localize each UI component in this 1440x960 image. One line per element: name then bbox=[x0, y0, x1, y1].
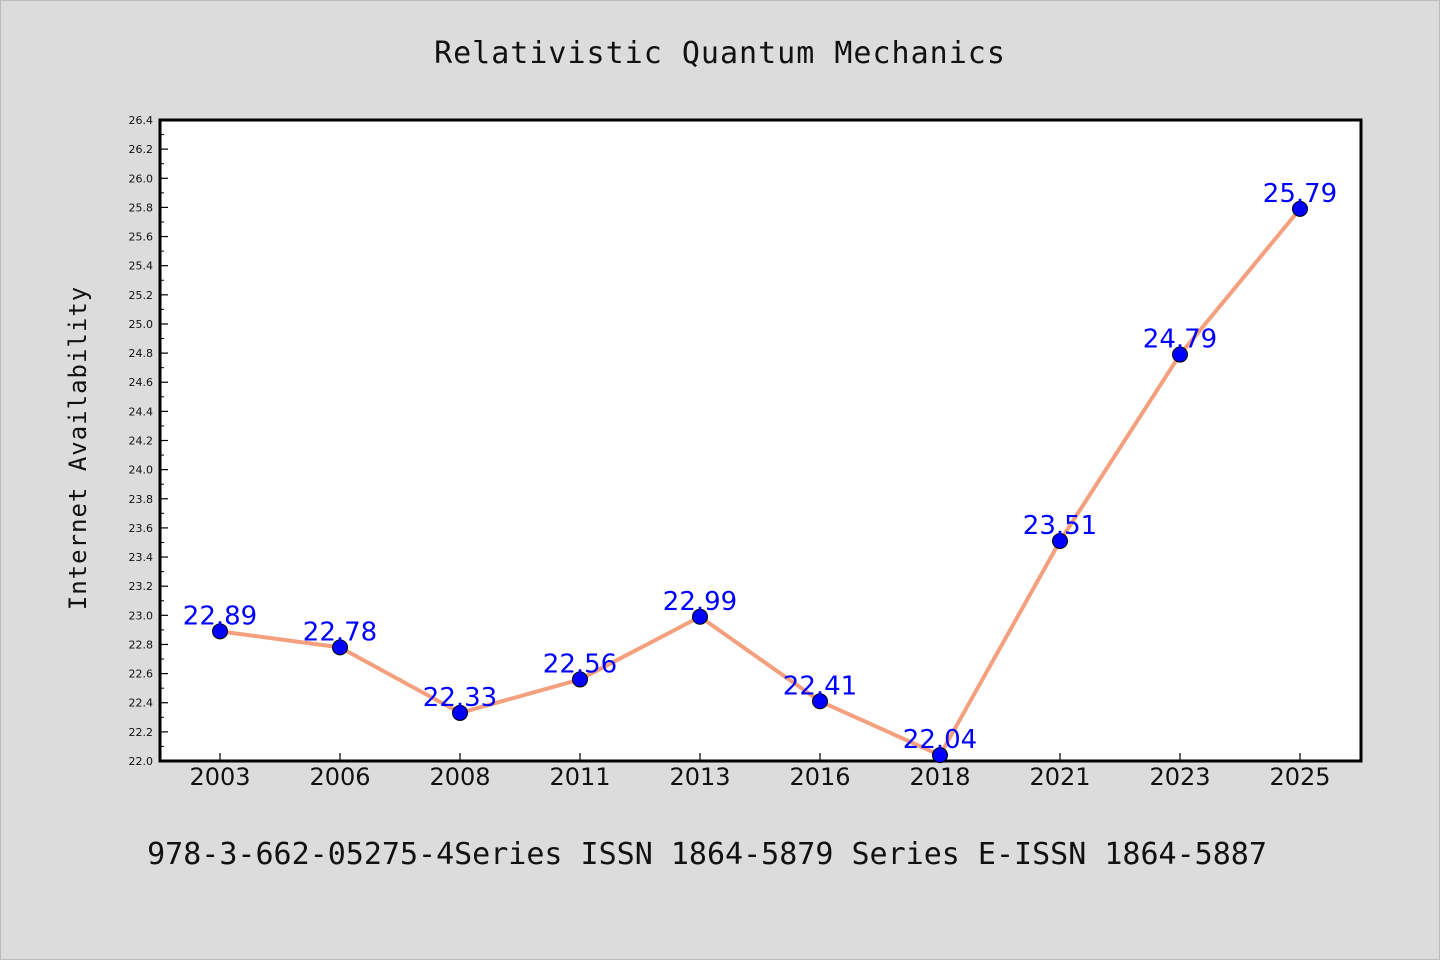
data-point bbox=[572, 671, 588, 688]
data-point bbox=[332, 639, 348, 656]
x-tick-label: 2025 bbox=[1269, 763, 1330, 791]
y-tick-label: 25.2 bbox=[129, 289, 154, 302]
data-point bbox=[812, 693, 828, 710]
data-point bbox=[1052, 533, 1068, 550]
y-tick-label: 24.4 bbox=[129, 405, 154, 418]
data-label: 22.78 bbox=[303, 617, 377, 647]
y-tick-label: 22.4 bbox=[129, 697, 154, 710]
x-tick-label: 2016 bbox=[789, 763, 850, 791]
footer-text: 978-3-662-05275-4Series ISSN 1864-5879 S… bbox=[147, 837, 1267, 872]
y-axis: 22.0 22.2 22.4 22.6 22.8 23.0 23.2 23.4 23.6 23.8… bbox=[129, 114, 168, 768]
data-point bbox=[1292, 200, 1308, 217]
plot-area bbox=[158, 118, 1363, 763]
y-tick-label: 22.2 bbox=[129, 726, 154, 739]
y-tick-label: 25.6 bbox=[129, 231, 154, 244]
series-layer: 22.89 22.78 22.33 22.56 22.99 22.41 22.04 23.51… bbox=[183, 179, 1337, 764]
y-tick-label: 24.6 bbox=[129, 376, 154, 389]
series-line bbox=[219, 207, 1302, 758]
data-point bbox=[452, 704, 468, 721]
data-label: 22.99 bbox=[663, 587, 737, 617]
y-tick-label: 25.8 bbox=[129, 201, 154, 214]
y-tick-label: 23.6 bbox=[129, 522, 154, 535]
data-point bbox=[1172, 346, 1188, 363]
data-label: 22.89 bbox=[183, 601, 257, 631]
y-tick-label: 24.2 bbox=[129, 435, 154, 448]
y-tick-label: 23.2 bbox=[129, 580, 154, 593]
y-tick-label: 23.8 bbox=[129, 493, 154, 506]
y-tick-label: 23.0 bbox=[129, 609, 154, 622]
x-tick-label: 2011 bbox=[549, 763, 610, 791]
y-tick-label: 23.4 bbox=[129, 551, 154, 564]
data-label: 22.41 bbox=[783, 671, 857, 701]
y-tick-label: 26.2 bbox=[129, 143, 154, 156]
x-tick-label: 2008 bbox=[429, 763, 490, 791]
x-tick-label: 2018 bbox=[909, 763, 970, 791]
data-point bbox=[692, 608, 708, 625]
data-label: 24.79 bbox=[1143, 325, 1217, 355]
y-tick-label: 24.8 bbox=[129, 347, 154, 360]
x-tick-label: 2021 bbox=[1029, 763, 1090, 791]
y-axis-label: Internet Availability bbox=[64, 286, 92, 610]
x-axis: 2003 2006 2008 2011 2013 2016 2018 2021 2023 2025 bbox=[189, 753, 1331, 791]
data-label: 22.33 bbox=[423, 683, 497, 713]
data-label: 25.79 bbox=[1263, 179, 1337, 209]
data-point bbox=[932, 747, 948, 764]
y-tick-label: 25.4 bbox=[129, 260, 154, 273]
y-tick-label: 26.4 bbox=[129, 114, 154, 127]
y-tick-label: 24.0 bbox=[129, 464, 154, 477]
y-tick-label: 22.8 bbox=[129, 638, 154, 651]
y-tick-label: 26.0 bbox=[129, 172, 154, 185]
y-tick-label: 22.0 bbox=[129, 755, 154, 768]
y-tick-label: 25.0 bbox=[129, 318, 154, 331]
data-label: 22.56 bbox=[543, 649, 617, 679]
data-point bbox=[212, 623, 228, 640]
x-tick-label: 2003 bbox=[189, 763, 250, 791]
chart-title: Relativistic Quantum Mechanics bbox=[434, 36, 1006, 71]
data-label: 22.04 bbox=[903, 725, 977, 755]
data-label: 23.51 bbox=[1023, 511, 1097, 541]
x-tick-label: 2013 bbox=[669, 763, 730, 791]
y-tick-label: 22.6 bbox=[129, 668, 154, 681]
x-tick-label: 2006 bbox=[309, 763, 370, 791]
x-tick-label: 2023 bbox=[1149, 763, 1210, 791]
